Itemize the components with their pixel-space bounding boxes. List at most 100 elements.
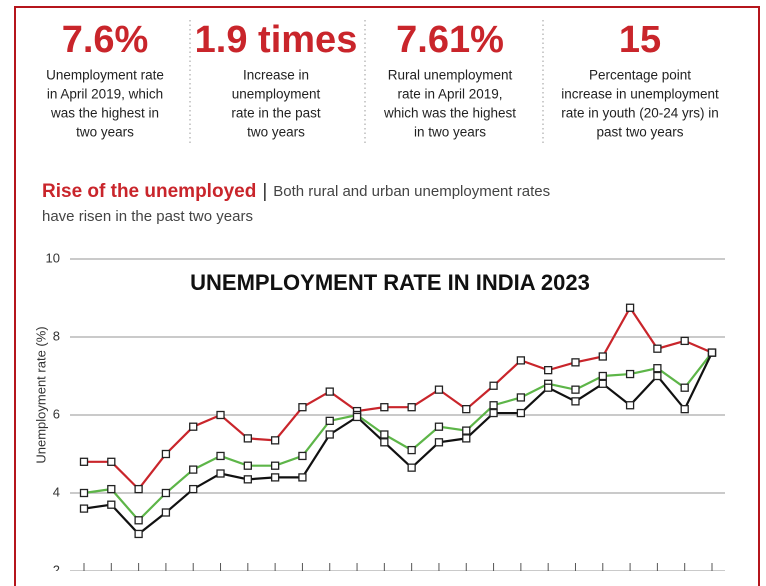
page: Rise of the unemployed | Both rural and ur… bbox=[14, 6, 760, 586]
stat-description: in April 2019, which bbox=[47, 87, 163, 102]
point-marker bbox=[380, 430, 389, 439]
stat-description: Unemployment rate bbox=[46, 68, 164, 83]
stat-description: rate in April 2019, bbox=[397, 87, 502, 102]
point-marker bbox=[107, 484, 116, 494]
point-marker bbox=[434, 385, 444, 394]
y-tick-label: 8 bbox=[53, 328, 60, 343]
point-marker bbox=[298, 403, 307, 412]
point-marker bbox=[243, 434, 252, 443]
point-marker bbox=[625, 303, 635, 312]
point-marker bbox=[598, 379, 607, 388]
point-marker bbox=[107, 500, 116, 509]
point-marker bbox=[544, 365, 553, 375]
point-marker bbox=[516, 408, 526, 418]
series-line bbox=[84, 305, 713, 491]
point-marker bbox=[298, 451, 307, 461]
stat-description: unemployment bbox=[232, 87, 321, 102]
stat-description: past two years bbox=[596, 125, 683, 140]
infographic: Rise of the unemployed | Both rural and ur… bbox=[33, 19, 725, 571]
stat-description: rate in youth (20-24 yrs) in bbox=[561, 106, 719, 121]
point-marker bbox=[325, 387, 334, 396]
point-marker bbox=[79, 504, 89, 513]
point-marker bbox=[598, 371, 607, 381]
stat-value: 7.6% bbox=[62, 19, 149, 61]
point-marker bbox=[270, 436, 280, 445]
point-marker bbox=[407, 403, 416, 412]
point-marker bbox=[680, 336, 689, 346]
chart-title: UNEMPLOYMENT RATE IN INDIA 2023 bbox=[190, 270, 590, 295]
point-marker bbox=[216, 469, 225, 478]
point-marker bbox=[516, 356, 526, 365]
point-marker bbox=[79, 488, 89, 498]
y-tick-label: 2 bbox=[53, 562, 60, 571]
series-line bbox=[83, 352, 713, 536]
stat-description: increase in unemployment bbox=[561, 87, 719, 102]
point-marker bbox=[243, 475, 252, 484]
point-marker bbox=[571, 397, 580, 406]
stat-description: Percentage point bbox=[589, 68, 691, 83]
stat-description: two years bbox=[247, 125, 305, 140]
heading-subtitle: have risen in the past two years bbox=[42, 208, 253, 225]
stat-value: 1.9 times bbox=[195, 19, 358, 61]
point-marker bbox=[107, 457, 116, 466]
point-marker bbox=[571, 358, 580, 367]
point-marker bbox=[216, 451, 225, 461]
point-marker bbox=[189, 465, 198, 474]
point-marker bbox=[707, 348, 717, 357]
series-line bbox=[83, 351, 713, 522]
stat-description: was the highest in bbox=[50, 106, 159, 121]
stat-description: rate in the past bbox=[231, 106, 321, 121]
point-marker bbox=[462, 434, 471, 443]
point-marker bbox=[571, 385, 580, 394]
heading-title: Rise of the unemployed | Both rural and ur… bbox=[42, 181, 550, 202]
point-marker bbox=[243, 461, 252, 470]
point-marker bbox=[516, 393, 526, 402]
point-marker bbox=[653, 364, 662, 373]
point-marker bbox=[134, 484, 143, 494]
point-marker bbox=[680, 404, 689, 414]
y-tick-label: 10 bbox=[46, 250, 60, 265]
point-marker bbox=[489, 408, 498, 418]
point-marker bbox=[134, 529, 143, 539]
point-marker bbox=[489, 381, 498, 390]
stat-description: Rural unemployment bbox=[388, 68, 513, 83]
point-marker bbox=[462, 426, 471, 435]
point-marker bbox=[625, 369, 635, 379]
point-marker bbox=[407, 463, 416, 472]
point-marker bbox=[544, 383, 553, 392]
point-marker bbox=[434, 422, 444, 431]
point-marker bbox=[325, 416, 334, 426]
point-marker bbox=[270, 461, 280, 470]
point-marker bbox=[380, 438, 389, 447]
point-marker bbox=[298, 473, 307, 482]
point-marker bbox=[598, 352, 607, 361]
stat-value: 15 bbox=[619, 19, 661, 61]
stat-description: two years bbox=[76, 125, 134, 140]
point-marker bbox=[161, 449, 171, 459]
point-marker bbox=[161, 488, 171, 498]
point-marker bbox=[79, 457, 89, 466]
point-marker bbox=[352, 412, 362, 422]
point-marker bbox=[434, 438, 444, 447]
point-marker bbox=[653, 344, 662, 353]
point-marker bbox=[325, 430, 334, 439]
point-marker bbox=[680, 383, 689, 392]
stat-value: 7.61% bbox=[396, 19, 504, 61]
point-marker bbox=[625, 401, 635, 410]
point-marker bbox=[270, 473, 280, 482]
point-marker bbox=[161, 508, 171, 517]
y-axis-label: Unemployment rate (%) bbox=[33, 326, 48, 463]
frame bbox=[14, 6, 760, 586]
point-marker bbox=[189, 484, 198, 494]
point-marker bbox=[134, 516, 143, 525]
y-tick-label: 4 bbox=[53, 484, 60, 499]
stat-description: Increase in bbox=[243, 68, 309, 83]
point-marker bbox=[462, 404, 471, 414]
point-marker bbox=[653, 371, 662, 381]
point-marker bbox=[189, 422, 198, 431]
y-tick-label: 6 bbox=[53, 406, 60, 421]
stat-description: which was the highest bbox=[383, 106, 516, 121]
point-marker bbox=[489, 401, 498, 410]
stat-description: in two years bbox=[414, 125, 486, 140]
point-marker bbox=[407, 445, 416, 455]
